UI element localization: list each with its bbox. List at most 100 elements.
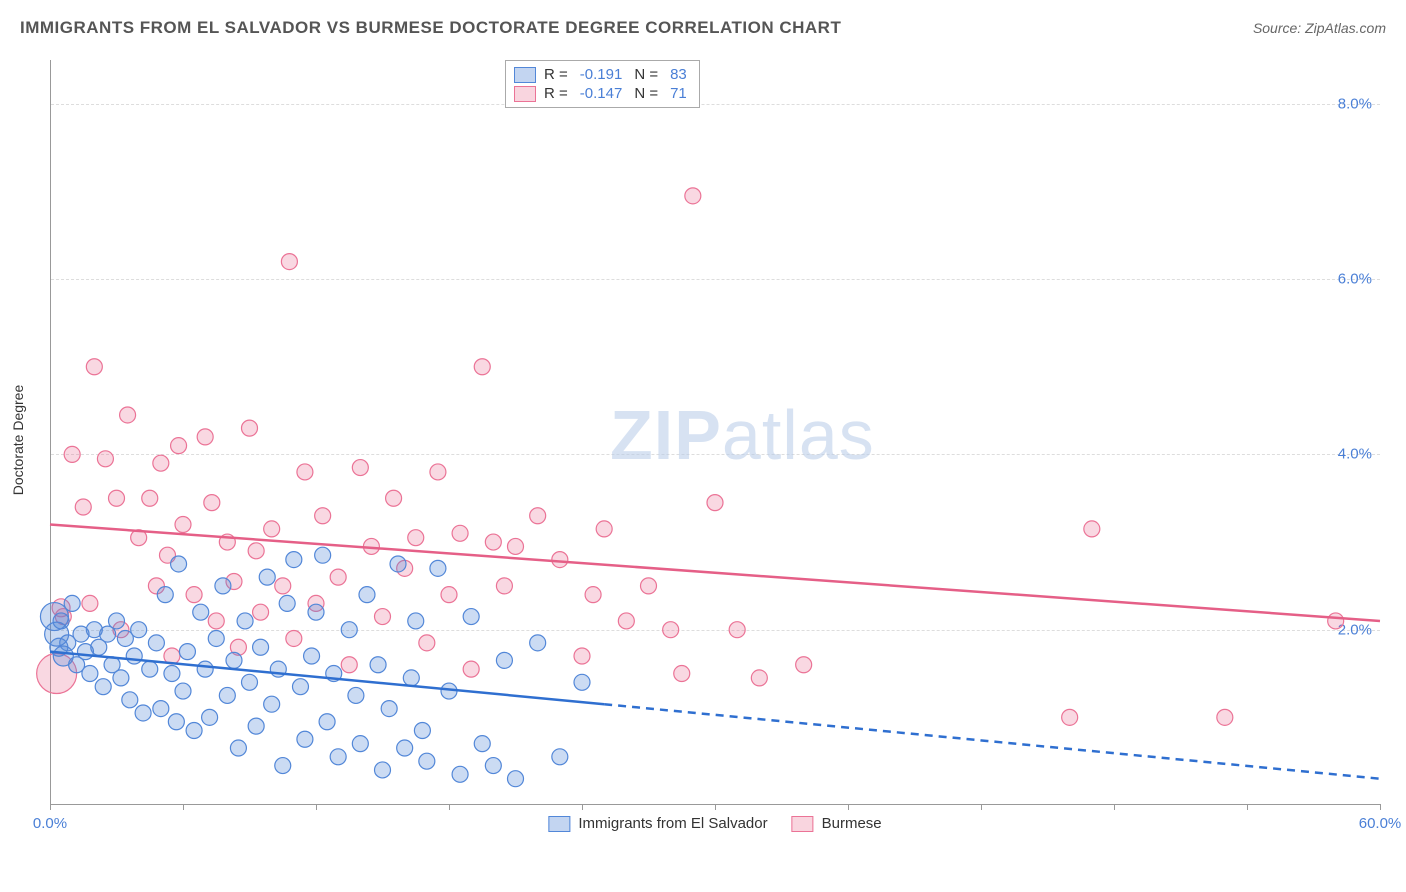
data-point — [275, 578, 291, 594]
data-point — [186, 587, 202, 603]
data-point — [126, 648, 142, 664]
data-point — [474, 359, 490, 375]
plot-area: 2.0%4.0%6.0%8.0% 0.0%60.0% ZIPatlas R = … — [50, 60, 1380, 830]
series-legend: Immigrants from El Salvador Burmese — [548, 815, 881, 832]
data-point — [390, 556, 406, 572]
data-point — [248, 543, 264, 559]
data-point — [530, 635, 546, 651]
legend-item-blue: Immigrants from El Salvador — [548, 815, 767, 832]
data-point — [202, 709, 218, 725]
legend-item-pink: Burmese — [792, 815, 882, 832]
data-point — [264, 521, 280, 537]
data-point — [485, 534, 501, 550]
data-point — [596, 521, 612, 537]
data-point — [430, 464, 446, 480]
swatch-blue — [514, 67, 536, 83]
data-point — [352, 736, 368, 752]
correlation-legend: R = -0.191 N = 83 R = -0.147 N = 71 — [505, 60, 700, 108]
data-point — [264, 696, 280, 712]
data-point — [109, 490, 125, 506]
data-point — [230, 740, 246, 756]
data-point — [64, 446, 80, 462]
data-point — [297, 731, 313, 747]
data-point — [253, 639, 269, 655]
swatch-blue — [548, 816, 570, 832]
data-point — [281, 254, 297, 270]
data-point — [64, 595, 80, 611]
data-point — [315, 547, 331, 563]
data-point — [135, 705, 151, 721]
data-point — [408, 613, 424, 629]
data-point — [208, 630, 224, 646]
data-point — [82, 666, 98, 682]
data-point — [796, 657, 812, 673]
y-axis-label: Doctorate Degree — [10, 385, 26, 496]
data-point — [685, 188, 701, 204]
data-point — [508, 538, 524, 554]
data-point — [292, 679, 308, 695]
data-point — [242, 674, 258, 690]
source-attribution: Source: ZipAtlas.com — [1253, 20, 1386, 36]
data-point — [375, 609, 391, 625]
data-point — [397, 740, 413, 756]
data-point — [348, 687, 364, 703]
data-point — [375, 762, 391, 778]
data-point — [142, 490, 158, 506]
data-point — [82, 595, 98, 611]
data-point — [109, 613, 125, 629]
data-point — [308, 604, 324, 620]
data-point — [452, 525, 468, 541]
data-point — [75, 499, 91, 515]
data-point — [496, 578, 512, 594]
data-point — [359, 587, 375, 603]
data-point — [186, 723, 202, 739]
data-point — [474, 736, 490, 752]
data-point — [193, 604, 209, 620]
data-point — [1062, 709, 1078, 725]
data-point — [381, 701, 397, 717]
data-point — [530, 508, 546, 524]
data-point — [463, 661, 479, 677]
data-point — [1328, 613, 1344, 629]
data-point — [1217, 709, 1233, 725]
data-point — [341, 622, 357, 638]
data-point — [496, 652, 512, 668]
data-point — [197, 429, 213, 445]
data-point — [663, 622, 679, 638]
data-point — [253, 604, 269, 620]
data-point — [142, 661, 158, 677]
data-point — [419, 635, 435, 651]
data-point — [552, 749, 568, 765]
data-point — [304, 648, 320, 664]
data-point — [319, 714, 335, 730]
data-point — [452, 766, 468, 782]
data-point — [53, 613, 69, 629]
x-tick — [1380, 804, 1381, 810]
data-point — [330, 749, 346, 765]
data-point — [618, 613, 634, 629]
data-point — [729, 622, 745, 638]
data-point — [370, 657, 386, 673]
data-point — [259, 569, 275, 585]
data-point — [168, 714, 184, 730]
data-point — [237, 613, 253, 629]
legend-row-blue: R = -0.191 N = 83 — [514, 65, 691, 84]
regression-line — [604, 704, 1380, 779]
data-point — [275, 758, 291, 774]
data-point — [286, 630, 302, 646]
data-point — [463, 609, 479, 625]
data-point — [386, 490, 402, 506]
data-point — [208, 613, 224, 629]
data-point — [248, 718, 264, 734]
data-point — [204, 495, 220, 511]
data-point — [641, 578, 657, 594]
data-point — [242, 420, 258, 436]
source-link[interactable]: ZipAtlas.com — [1305, 20, 1386, 36]
data-point — [215, 578, 231, 594]
swatch-pink — [514, 86, 536, 102]
data-point — [1084, 521, 1100, 537]
data-point — [441, 587, 457, 603]
regression-line — [50, 525, 1380, 621]
data-point — [315, 508, 331, 524]
data-point — [153, 455, 169, 471]
